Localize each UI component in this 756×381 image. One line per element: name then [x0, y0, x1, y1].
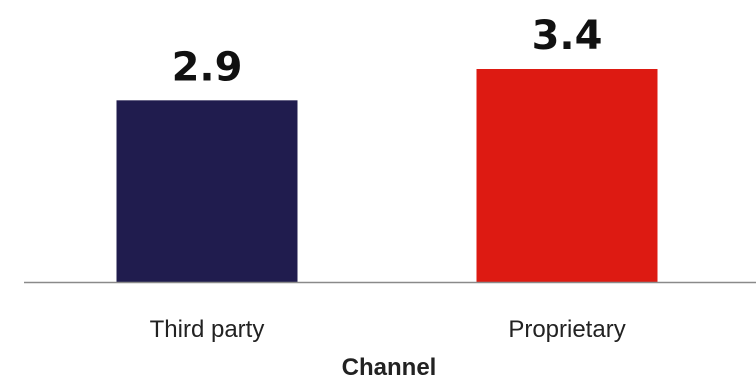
value-label-third-party: 2.9	[172, 44, 243, 90]
value-label-proprietary: 3.4	[532, 13, 603, 59]
value-labels-group: 2.9 3.4	[172, 13, 603, 90]
x-axis-title: Channel	[342, 354, 437, 381]
bars-group	[116, 69, 658, 282]
x-tick-label-third-party: Third party	[150, 316, 265, 343]
x-tick-labels-group: Third party Proprietary	[150, 316, 626, 343]
x-tick-label-proprietary: Proprietary	[508, 316, 625, 343]
bar-third-party	[116, 100, 298, 282]
bar-proprietary	[476, 69, 658, 282]
